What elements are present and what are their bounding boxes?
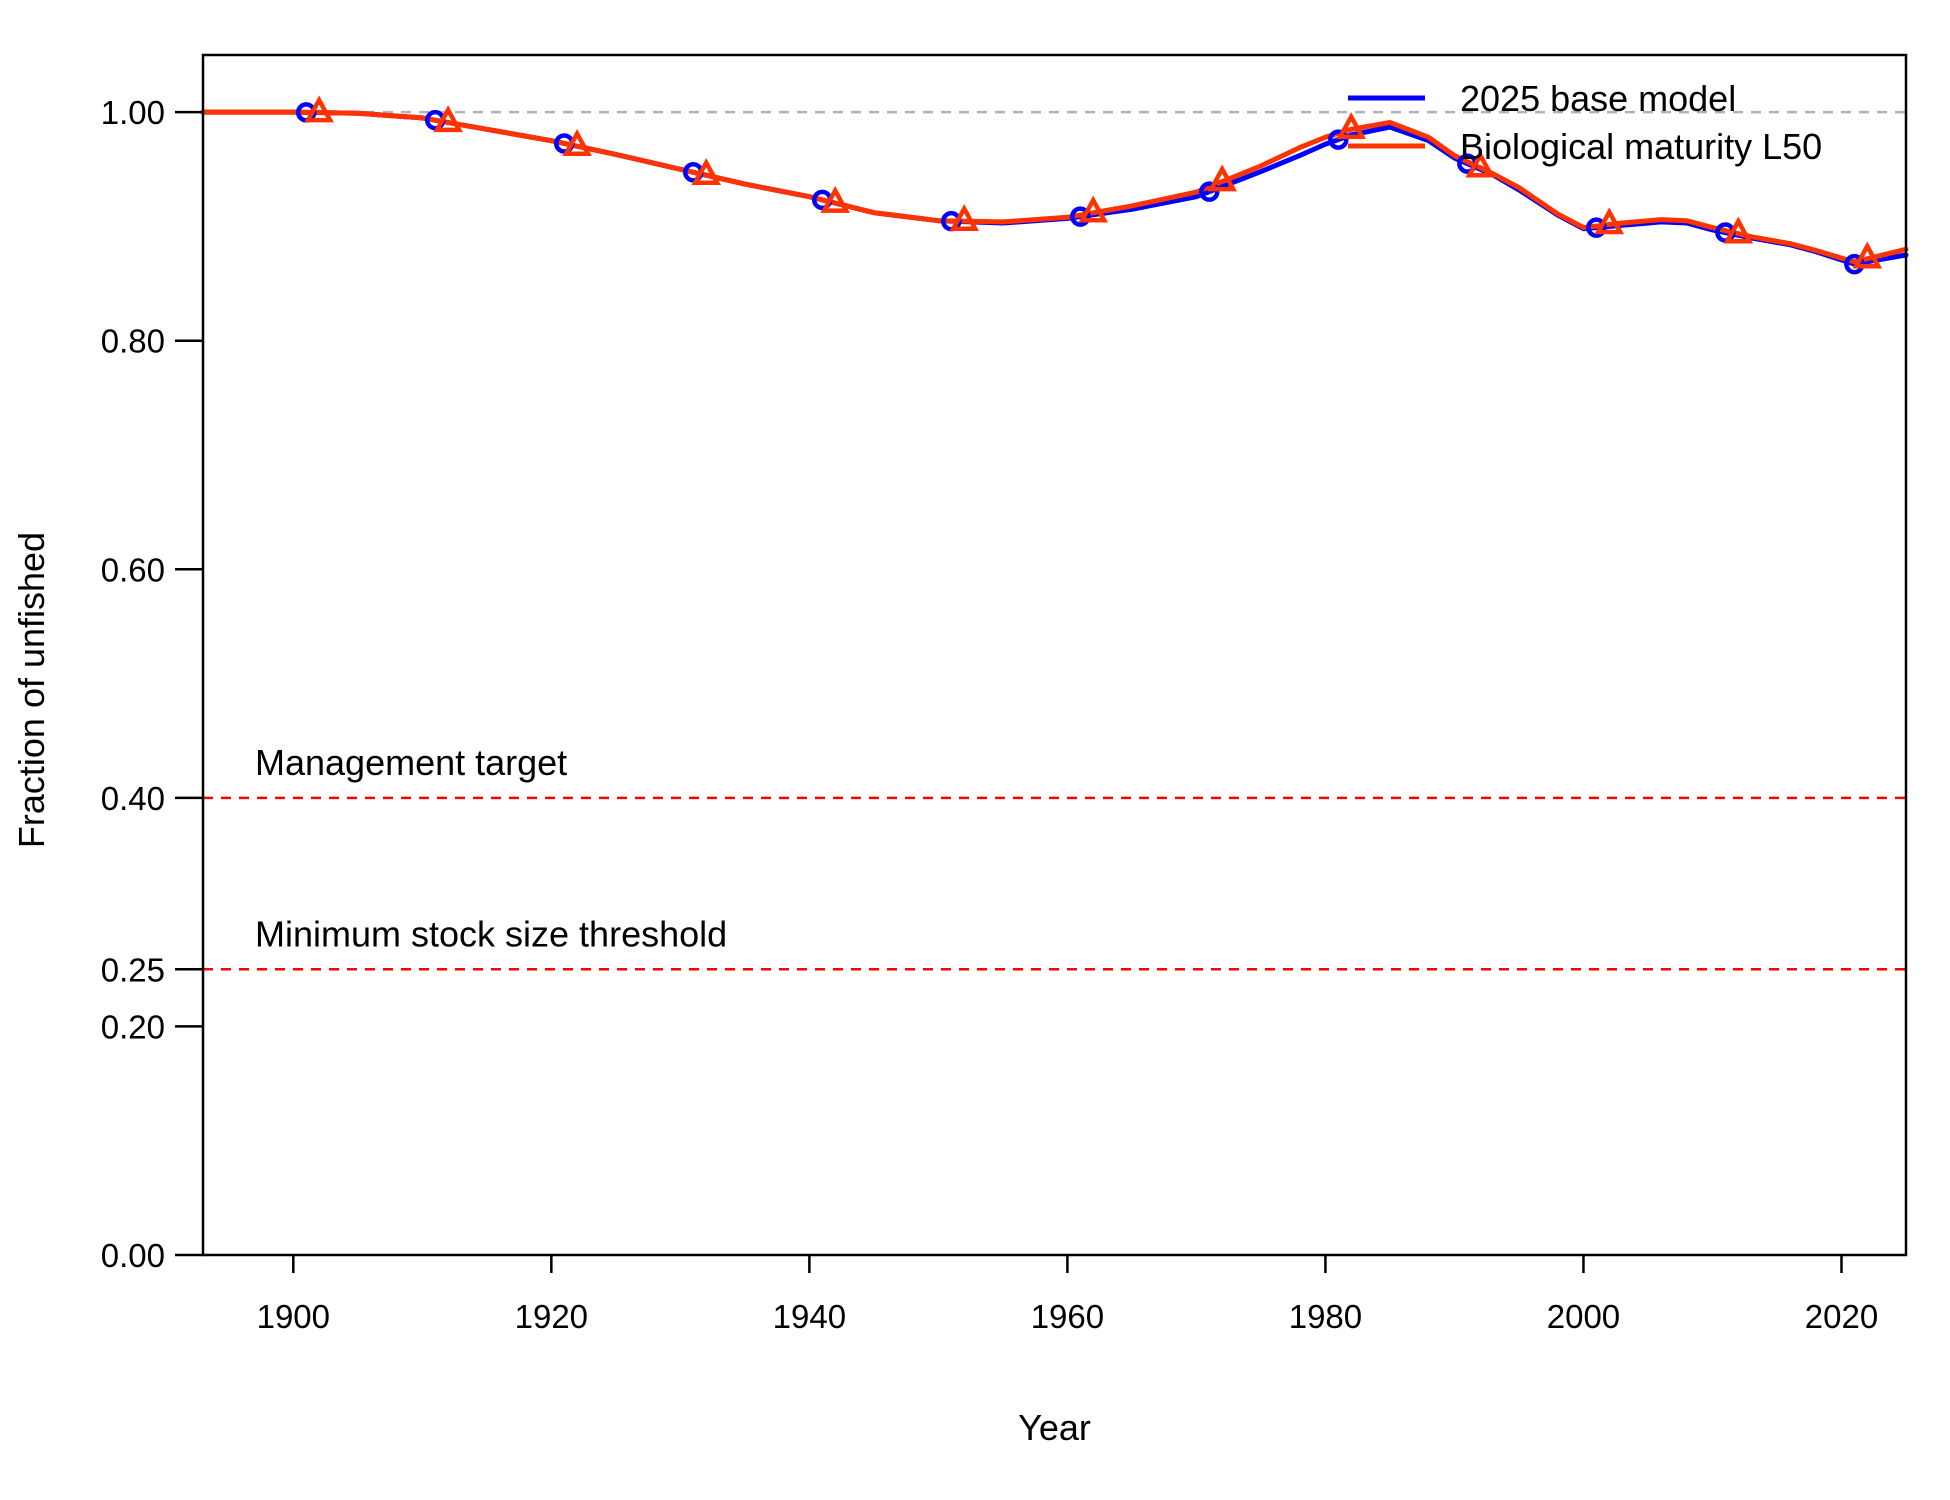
series-0-marker-8 <box>1328 129 1349 150</box>
legend-label-maturity-l50: Biological maturity L50 <box>1460 126 1822 167</box>
series-1-marker-4 <box>820 185 851 213</box>
plot-frame <box>201 53 1908 1257</box>
x-axis: 1900 1920 1940 1960 1980 2000 2020 <box>257 1255 1878 1335</box>
series-1-marker-0 <box>304 95 334 123</box>
management-target-label: Management target <box>255 742 567 783</box>
series-markers <box>295 95 1883 275</box>
series-1-marker-9 <box>1465 150 1496 178</box>
y-tick-label-5: 0.80 <box>101 323 165 360</box>
y-axis: 0.00 0.20 0.25 0.40 0.60 0.80 1.00 <box>101 94 203 1274</box>
series-1-marker-8 <box>1336 112 1367 140</box>
y-tick-label-3: 0.40 <box>101 780 165 817</box>
x-tick-label-3: 1960 <box>1031 1298 1104 1335</box>
legend-label-base-model: 2025 base model <box>1460 78 1736 119</box>
x-tick-label-6: 2020 <box>1805 1298 1878 1335</box>
series-1-marker-12 <box>1852 241 1883 269</box>
x-tick-label-0: 1900 <box>257 1298 330 1335</box>
y-tick-label-1: 0.20 <box>101 1008 165 1045</box>
series-1-marker-3 <box>691 158 722 185</box>
series-lines <box>200 109 1909 267</box>
series-1-marker-11 <box>1723 216 1754 244</box>
y-tick-label-2: 0.25 <box>101 951 165 988</box>
x-tick-label-5: 2000 <box>1547 1298 1620 1335</box>
reference-lines <box>203 110 1906 971</box>
legend: 2025 base model Biological maturity L50 <box>1348 78 1822 167</box>
y-tick-label-0: 0.00 <box>101 1237 165 1274</box>
series-1-marker-7 <box>1207 164 1238 192</box>
minimum-stock-size-threshold-label: Minimum stock size threshold <box>255 913 727 954</box>
x-tick-label-2: 1940 <box>773 1298 846 1335</box>
x-axis-title: Year <box>1018 1407 1091 1448</box>
y-tick-label-6: 1.00 <box>101 94 165 131</box>
series-1-marker-5 <box>949 204 980 231</box>
x-tick-label-4: 1980 <box>1289 1298 1362 1335</box>
series-1-marker-6 <box>1078 195 1109 223</box>
series-line-1 <box>200 109 1909 265</box>
y-tick-label-4: 0.60 <box>101 551 165 588</box>
y-axis-title: Fraction of unfished <box>11 532 52 848</box>
series-1-marker-2 <box>562 129 592 156</box>
series-0-marker-7 <box>1199 181 1220 202</box>
series-0-marker-10 <box>1586 217 1607 238</box>
series-1-marker-1 <box>433 105 463 133</box>
series-1-marker-10 <box>1594 207 1625 235</box>
x-tick-label-1: 1920 <box>515 1298 588 1335</box>
series-0-marker-6 <box>1070 206 1091 227</box>
